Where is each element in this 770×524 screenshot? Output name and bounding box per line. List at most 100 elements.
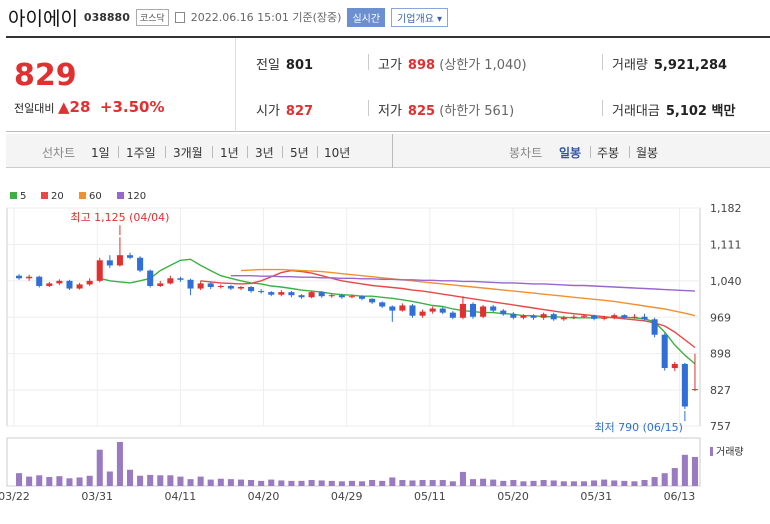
volume-legend-swatch	[710, 447, 713, 456]
candle-body	[167, 278, 174, 284]
volume-bar	[409, 480, 416, 486]
candle-body	[328, 295, 335, 297]
tab-1w[interactable]: 1주일	[126, 146, 156, 160]
candle-body	[348, 296, 355, 298]
tab-separator	[282, 146, 283, 158]
candle-body	[469, 303, 477, 317]
candle-body	[288, 292, 295, 296]
candle-body	[258, 291, 265, 293]
volume-bar	[56, 476, 63, 486]
legend-label: 120	[127, 191, 146, 202]
candle-chart-label: 봉차트	[509, 146, 543, 160]
volume-bar	[116, 442, 123, 486]
tab-separator	[317, 146, 318, 158]
day-high: 고가 898 (상한가 1,040)	[378, 58, 527, 73]
tab-10y[interactable]: 10년	[324, 146, 351, 160]
open-price: 시가 827	[256, 104, 314, 119]
candle-body	[157, 283, 164, 286]
chart-period-tabs: 선차트 1일 1주일 3개월 1년 3년 5년 10년 봉차트 일봉 주봉 월봉	[6, 134, 770, 168]
legend-swatch	[79, 192, 86, 199]
volume-bar	[550, 480, 557, 486]
candle-body	[570, 316, 577, 318]
tab-3m[interactable]: 3개월	[173, 146, 203, 160]
volume-bar	[530, 480, 537, 486]
y-tick-label: 1,111	[710, 238, 742, 251]
x-tick-label: 04/20	[248, 490, 280, 503]
volume-bar	[207, 479, 214, 486]
candle-body	[439, 308, 446, 313]
candle-body	[641, 316, 648, 320]
candle-body	[379, 302, 386, 307]
quote-time: 2022.06.16 15:01 기준(장중)	[190, 11, 342, 24]
ma-60-line	[240, 268, 696, 317]
tab-separator	[165, 146, 166, 158]
candle-body	[530, 315, 537, 318]
day-low: 저가 825 (하한가 561)	[378, 104, 515, 119]
y-tick-label: 757	[710, 420, 731, 433]
volume-bar	[167, 475, 174, 486]
volume-bar	[560, 481, 567, 486]
volume-bar	[469, 479, 477, 486]
volume-bar	[46, 477, 53, 486]
candle-body	[520, 315, 527, 318]
candle-body	[177, 278, 184, 280]
volume-bar	[651, 477, 658, 486]
tab-3y[interactable]: 3년	[255, 146, 274, 160]
company-info-dropdown[interactable]: 기업개요 ▾	[391, 7, 449, 27]
tab-weekly[interactable]: 주봉	[597, 146, 620, 160]
candle-body	[16, 275, 23, 279]
candle-body	[601, 317, 608, 319]
candle-body	[36, 276, 43, 286]
volume-bar	[439, 480, 446, 486]
up-arrow-icon: ▲	[57, 98, 70, 116]
candle-body	[106, 260, 113, 266]
volume-bar	[96, 449, 103, 486]
candle-body	[248, 286, 255, 292]
volume-bar	[248, 480, 255, 486]
candle-body	[126, 255, 134, 258]
candle-body	[298, 295, 305, 298]
tab-5y[interactable]: 5년	[290, 146, 309, 160]
candle-body	[26, 276, 33, 279]
volume-bar	[76, 477, 83, 486]
current-price: 829	[14, 58, 77, 93]
volume-bar	[510, 480, 517, 486]
candle-body	[661, 334, 668, 369]
volume-bar	[86, 475, 93, 486]
x-tick-label: 06/13	[664, 490, 696, 503]
volume-bar	[26, 476, 33, 486]
candle-body	[237, 286, 245, 289]
candlestick-chart[interactable]: 1,182 1,111 1,040 969 898 827 757 03/22 03/31 04/…	[0, 180, 770, 524]
candle-body	[621, 315, 628, 318]
candle-body	[217, 285, 224, 287]
legend-label: 20	[51, 191, 64, 202]
divider	[602, 54, 603, 70]
volume-bar	[500, 480, 507, 486]
candle-body	[651, 319, 658, 335]
current-price-panel: 829 전일대비 ▲28 +3.50%	[6, 38, 236, 132]
tab-separator	[247, 146, 248, 158]
tab-1d[interactable]: 1일	[91, 146, 110, 160]
volume-bar	[389, 477, 396, 486]
volume-bar	[359, 481, 366, 486]
candle-body	[681, 363, 688, 407]
volume-bar	[641, 480, 648, 486]
volume-bar	[661, 473, 668, 486]
candle-body	[76, 284, 83, 289]
tab-1y[interactable]: 1년	[220, 146, 239, 160]
ma-120-line	[230, 274, 696, 292]
realtime-button[interactable]: 실시간	[347, 7, 386, 27]
low-annotation: 최저 790 (06/15)	[594, 421, 683, 434]
volume-bar	[318, 480, 325, 486]
volume-bar	[187, 479, 194, 486]
legend-swatch	[41, 192, 48, 199]
volume-bar	[691, 456, 698, 486]
x-tick-label: 04/11	[165, 490, 197, 503]
tab-monthly[interactable]: 월봉	[636, 146, 659, 160]
volume-bar	[681, 454, 688, 486]
volume-bar	[197, 476, 204, 486]
volume-bar	[419, 480, 426, 486]
tab-daily[interactable]: 일봉	[559, 146, 582, 160]
candle-body	[490, 306, 497, 311]
volume-bar	[449, 481, 456, 486]
